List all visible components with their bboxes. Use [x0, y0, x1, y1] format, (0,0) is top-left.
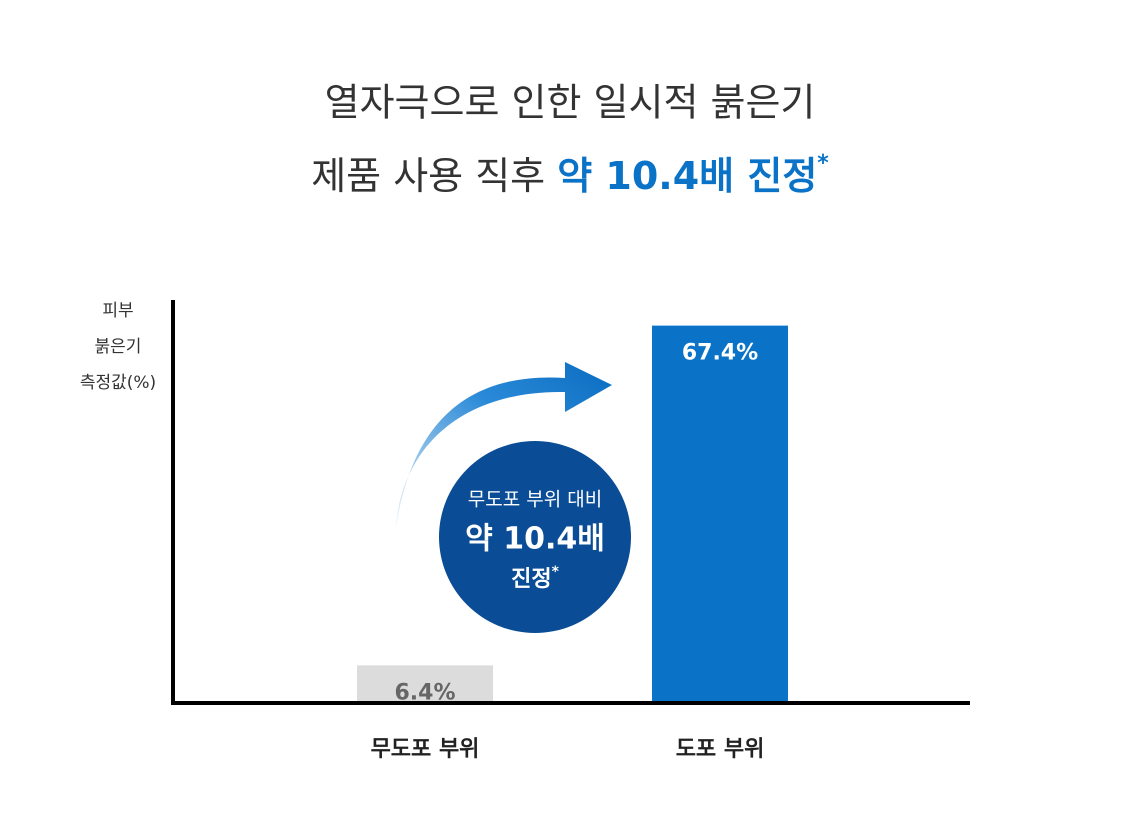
annotation-text: 진정*: [511, 564, 559, 592]
footnote-mark: *: [552, 564, 560, 580]
annotation-circle: [439, 441, 631, 633]
chart-title: 열자극으로 인한 일시적 붉은기: [325, 81, 816, 125]
y-axis-label: 피부: [102, 301, 133, 321]
data-label: 67.4%: [682, 341, 758, 366]
annotation-text: 약 10.4배: [465, 522, 605, 557]
x-tick-label: 무도포 부위: [371, 737, 480, 762]
footnote-mark: *: [817, 151, 829, 176]
subtitle-text: 제품 사용 직후: [311, 154, 545, 198]
x-tick-label: 도포 부위: [676, 737, 765, 762]
bar: [652, 325, 788, 701]
y-axis-label: 붉은기: [95, 337, 142, 357]
chart-subtitle: 제품 사용 직후 약 10.4배 진정*: [311, 151, 829, 198]
annotation-text: 진정: [511, 567, 551, 592]
subtitle-highlight: 약 10.4배 진정: [557, 154, 817, 198]
annotation-text: 무도포 부위 대비: [468, 489, 602, 511]
y-axis-label: 측정값(%): [80, 373, 156, 393]
arrow: [395, 362, 612, 535]
bar: [357, 665, 493, 701]
